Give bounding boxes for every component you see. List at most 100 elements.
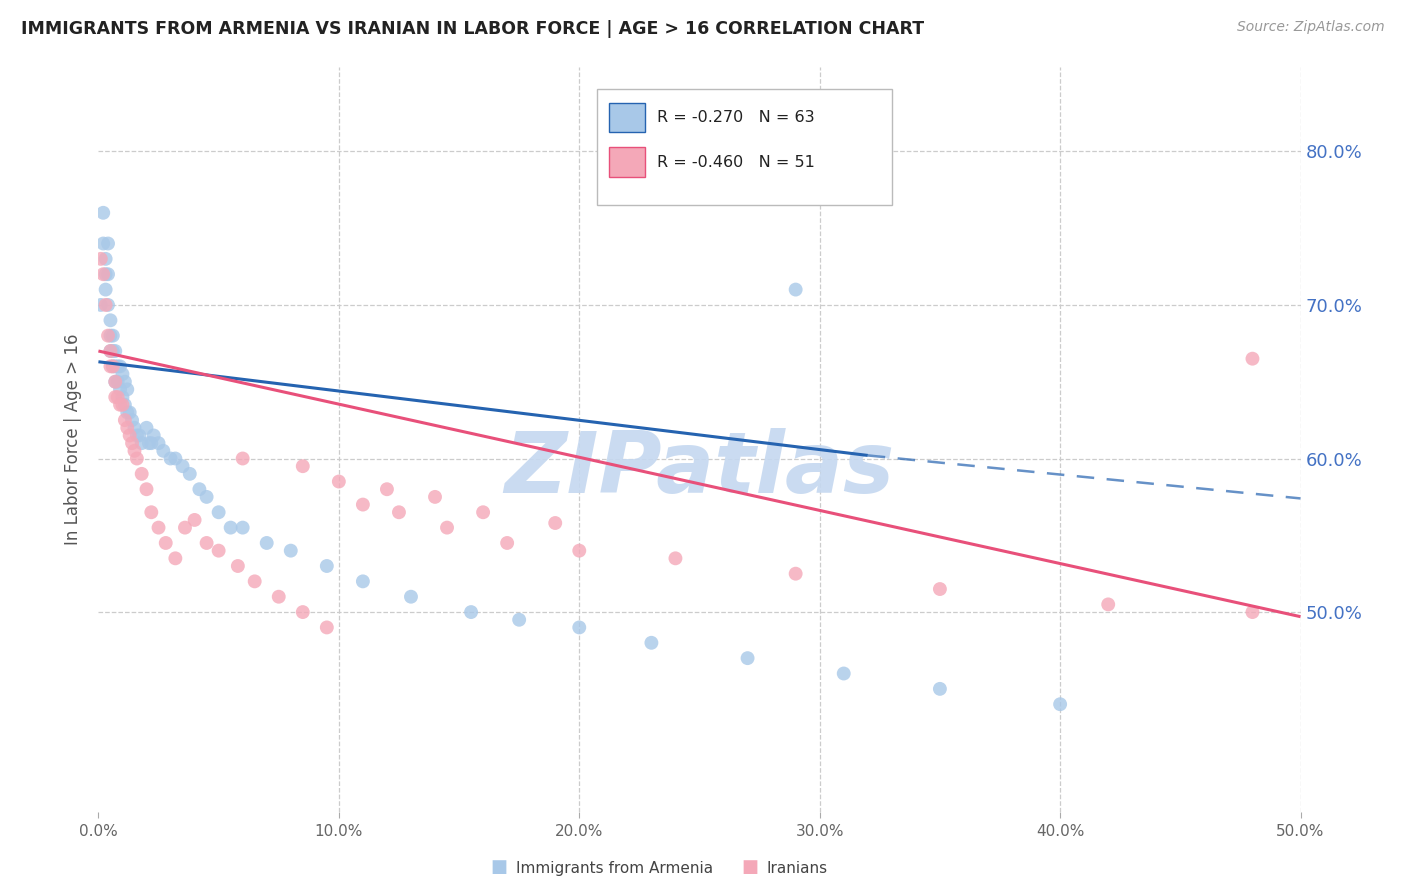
Point [152,443,174,458]
Point [928,582,950,596]
Point [125,428,148,442]
Point [114,375,136,389]
Point [101,359,124,374]
Point [121,436,143,450]
Point [125,451,148,466]
Text: R = -0.460   N = 51: R = -0.460 N = 51 [658,154,815,169]
Point [159,451,181,466]
Point [107,375,129,389]
Point [101,328,124,343]
Point [114,413,136,427]
Point [832,666,855,681]
Point [97,267,120,281]
Point [183,513,205,527]
Point [108,398,131,412]
Text: R = -0.270   N = 63: R = -0.270 N = 63 [658,110,815,125]
Point [117,421,139,435]
Point [165,451,187,466]
Point [100,359,122,374]
Point [352,574,374,589]
Point [195,536,218,550]
Point [737,651,759,665]
FancyBboxPatch shape [598,89,891,204]
Point [138,436,160,450]
Point [208,505,231,519]
Point [90,252,112,266]
Point [174,520,197,534]
Point [568,620,591,634]
Text: ZIPatlas: ZIPatlas [505,427,894,510]
Point [928,681,950,696]
Point [267,590,290,604]
Point [128,428,150,442]
Point [135,421,157,435]
Point [141,436,163,450]
Point [118,428,141,442]
FancyBboxPatch shape [609,147,645,178]
Y-axis label: In Labor Force | Age > 16: In Labor Force | Age > 16 [65,334,83,545]
Point [131,436,153,450]
Point [131,467,153,481]
Point [436,520,458,534]
Point [91,206,114,220]
Point [90,298,112,312]
Point [388,505,411,519]
Point [399,590,422,604]
Point [94,267,117,281]
Point [165,551,187,566]
Point [111,367,134,381]
Point [142,428,165,442]
Point [640,636,662,650]
Point [148,520,170,534]
Point [460,605,482,619]
Point [148,436,170,450]
Point [97,236,120,251]
Point [94,252,117,266]
Point [232,451,254,466]
Point [1241,605,1264,619]
Point [280,543,302,558]
Point [544,516,567,530]
Point [100,344,122,359]
Point [328,475,350,489]
Point [135,482,157,496]
Point [664,551,686,566]
Point [97,298,120,312]
Point [243,574,266,589]
Point [785,566,807,581]
Point [472,505,495,519]
Point [352,498,374,512]
Text: ■: ■ [741,858,758,876]
Point [226,559,249,574]
Point [100,313,122,327]
Point [124,443,146,458]
Point [104,375,127,389]
Point [107,359,129,374]
Point [508,613,530,627]
Point [91,267,114,281]
Text: Immigrants from Armenia: Immigrants from Armenia [516,861,713,876]
Point [188,482,211,496]
Point [172,459,194,474]
Point [208,543,231,558]
Point [94,283,117,297]
Point [423,490,446,504]
Point [291,605,314,619]
Point [232,520,254,534]
Point [101,344,124,359]
Point [107,390,129,404]
Point [114,398,136,412]
Point [94,298,117,312]
Point [104,375,127,389]
Text: Source: ZipAtlas.com: Source: ZipAtlas.com [1237,20,1385,34]
Point [108,383,131,397]
Point [118,405,141,419]
Text: Iranians: Iranians [766,861,827,876]
Point [141,505,163,519]
Point [108,359,131,374]
Point [496,536,519,550]
Point [91,236,114,251]
Point [97,328,120,343]
Point [315,620,337,634]
Point [104,344,127,359]
